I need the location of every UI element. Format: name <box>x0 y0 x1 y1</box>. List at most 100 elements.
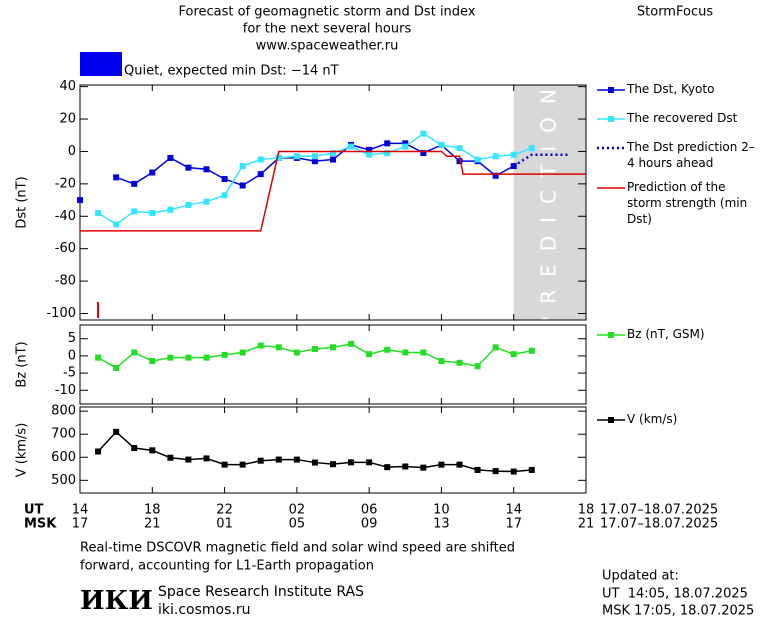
x-tick-label: 14 <box>72 503 89 518</box>
series-marker <box>330 461 336 468</box>
updated: Updated at: <box>602 569 679 584</box>
series-marker <box>384 346 391 353</box>
plot-frame <box>79 324 587 405</box>
series-marker <box>330 156 336 163</box>
series-marker <box>275 456 282 463</box>
x-tick-label: 14 <box>505 503 522 518</box>
series-marker <box>95 210 102 217</box>
series-marker <box>203 166 210 173</box>
series-marker <box>185 164 192 171</box>
series-marker <box>402 143 409 150</box>
x-tick-label: 13 <box>433 517 450 532</box>
y-axis-label: Bz (nT) <box>15 341 30 387</box>
series-marker <box>438 358 445 365</box>
series-marker <box>221 351 228 358</box>
y-axis-label: V (km/s) <box>15 423 30 478</box>
legend-entry: Prediction of the storm strength (min Ds… <box>627 180 748 226</box>
series-marker <box>311 158 318 165</box>
y-tick-label: -100 <box>46 306 76 321</box>
series-marker <box>239 182 246 189</box>
series-marker <box>131 349 138 356</box>
series-marker <box>366 351 373 358</box>
y-tick-label: 40 <box>59 79 76 94</box>
series-marker <box>311 153 318 160</box>
series-marker <box>167 154 174 161</box>
y-tick-label: 500 <box>51 473 76 488</box>
series-marker <box>257 457 264 464</box>
y-tick-label: -20 <box>55 176 76 191</box>
series-marker <box>203 354 210 361</box>
legend-label: Prediction of the storm strength (min Ds… <box>627 180 748 226</box>
series-marker <box>203 198 210 205</box>
series-marker <box>131 445 138 452</box>
series-marker <box>528 145 535 152</box>
series-marker <box>492 172 499 179</box>
x-tick-label: 06 <box>361 503 378 518</box>
updated: MSK 17:05, 18.07.2025 <box>602 604 754 619</box>
institute: Space Research Institute RAS <box>158 584 364 600</box>
y-tick-label: 600 <box>51 450 76 465</box>
series-marker <box>95 448 102 455</box>
series-marker <box>167 454 174 461</box>
series-marker <box>384 150 391 157</box>
y-axis-label: Dst (nT) <box>15 176 30 228</box>
series-marker <box>474 363 481 370</box>
title: www.spaceweather.ru <box>256 39 399 54</box>
footnote: Real-time DSCOVR magnetic field and sola… <box>80 541 515 556</box>
series-marker <box>348 340 355 347</box>
x-tick-label: 17 <box>72 517 89 532</box>
series-marker <box>293 349 300 356</box>
series-marker <box>456 158 463 165</box>
series-marker <box>257 342 264 349</box>
series-line <box>97 430 532 473</box>
legend-entry: The Dst, Kyoto <box>627 82 715 96</box>
legend-entry: The recovered Dst <box>627 111 737 125</box>
series-marker <box>528 466 535 473</box>
series-marker <box>113 221 120 228</box>
series-marker <box>185 456 192 463</box>
legend-entry: The Dst prediction 2–4 hours ahead <box>627 140 755 170</box>
series-marker <box>149 210 156 217</box>
series-marker <box>384 140 391 147</box>
series-marker <box>311 459 318 466</box>
status-indicator <box>80 52 122 76</box>
x-axis-name: MSK <box>24 517 57 532</box>
x-range: 17.07–18.07.2025 <box>600 517 718 532</box>
legend-swatch <box>608 417 614 423</box>
series-marker <box>221 192 228 199</box>
x-tick-label: 22 <box>216 503 233 518</box>
series-marker <box>456 461 463 468</box>
series-marker <box>113 428 120 435</box>
brand: StormFocus <box>637 5 713 20</box>
y-tick-label: 0 <box>68 348 76 363</box>
series-marker <box>456 145 463 152</box>
legend-swatch <box>608 116 614 122</box>
legend-label: V (km/s) <box>627 412 678 426</box>
plot-frame <box>79 406 587 494</box>
y-tick-label: 20 <box>59 112 76 127</box>
series-marker <box>366 146 373 153</box>
series-marker <box>275 154 282 161</box>
logo: ИКИ <box>80 586 153 616</box>
series-marker <box>330 344 336 351</box>
series-marker <box>275 344 282 351</box>
series-marker <box>420 349 427 356</box>
legend-label: The Dst, Kyoto <box>627 82 715 96</box>
footnote: forward, accounting for L1-Earth propaga… <box>80 559 374 574</box>
x-tick-label: 17 <box>505 517 522 532</box>
series-marker <box>221 461 228 468</box>
x-tick-label: 21 <box>578 517 595 532</box>
legend-entry: V (km/s) <box>627 412 678 426</box>
series-marker <box>474 156 481 163</box>
x-axis-name: UT <box>24 503 44 518</box>
prediction-label: PREDICTION <box>536 76 560 329</box>
series-marker <box>510 468 517 475</box>
y-tick-label: -10 <box>55 383 76 398</box>
legend-label: Bz (nT, GSM) <box>627 327 705 341</box>
status: Quiet, expected min Dst: −14 nT <box>124 64 339 79</box>
series-marker <box>492 153 499 160</box>
series-marker <box>366 151 373 158</box>
legend-swatch <box>608 87 614 93</box>
title: Forecast of geomagnetic storm and Dst in… <box>178 5 475 20</box>
x-range: 17.07–18.07.2025 <box>600 503 718 518</box>
